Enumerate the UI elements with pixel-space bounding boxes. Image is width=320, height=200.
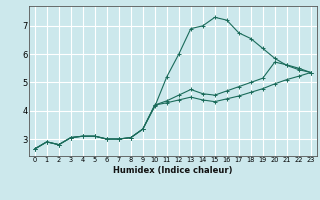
X-axis label: Humidex (Indice chaleur): Humidex (Indice chaleur) xyxy=(113,166,233,175)
